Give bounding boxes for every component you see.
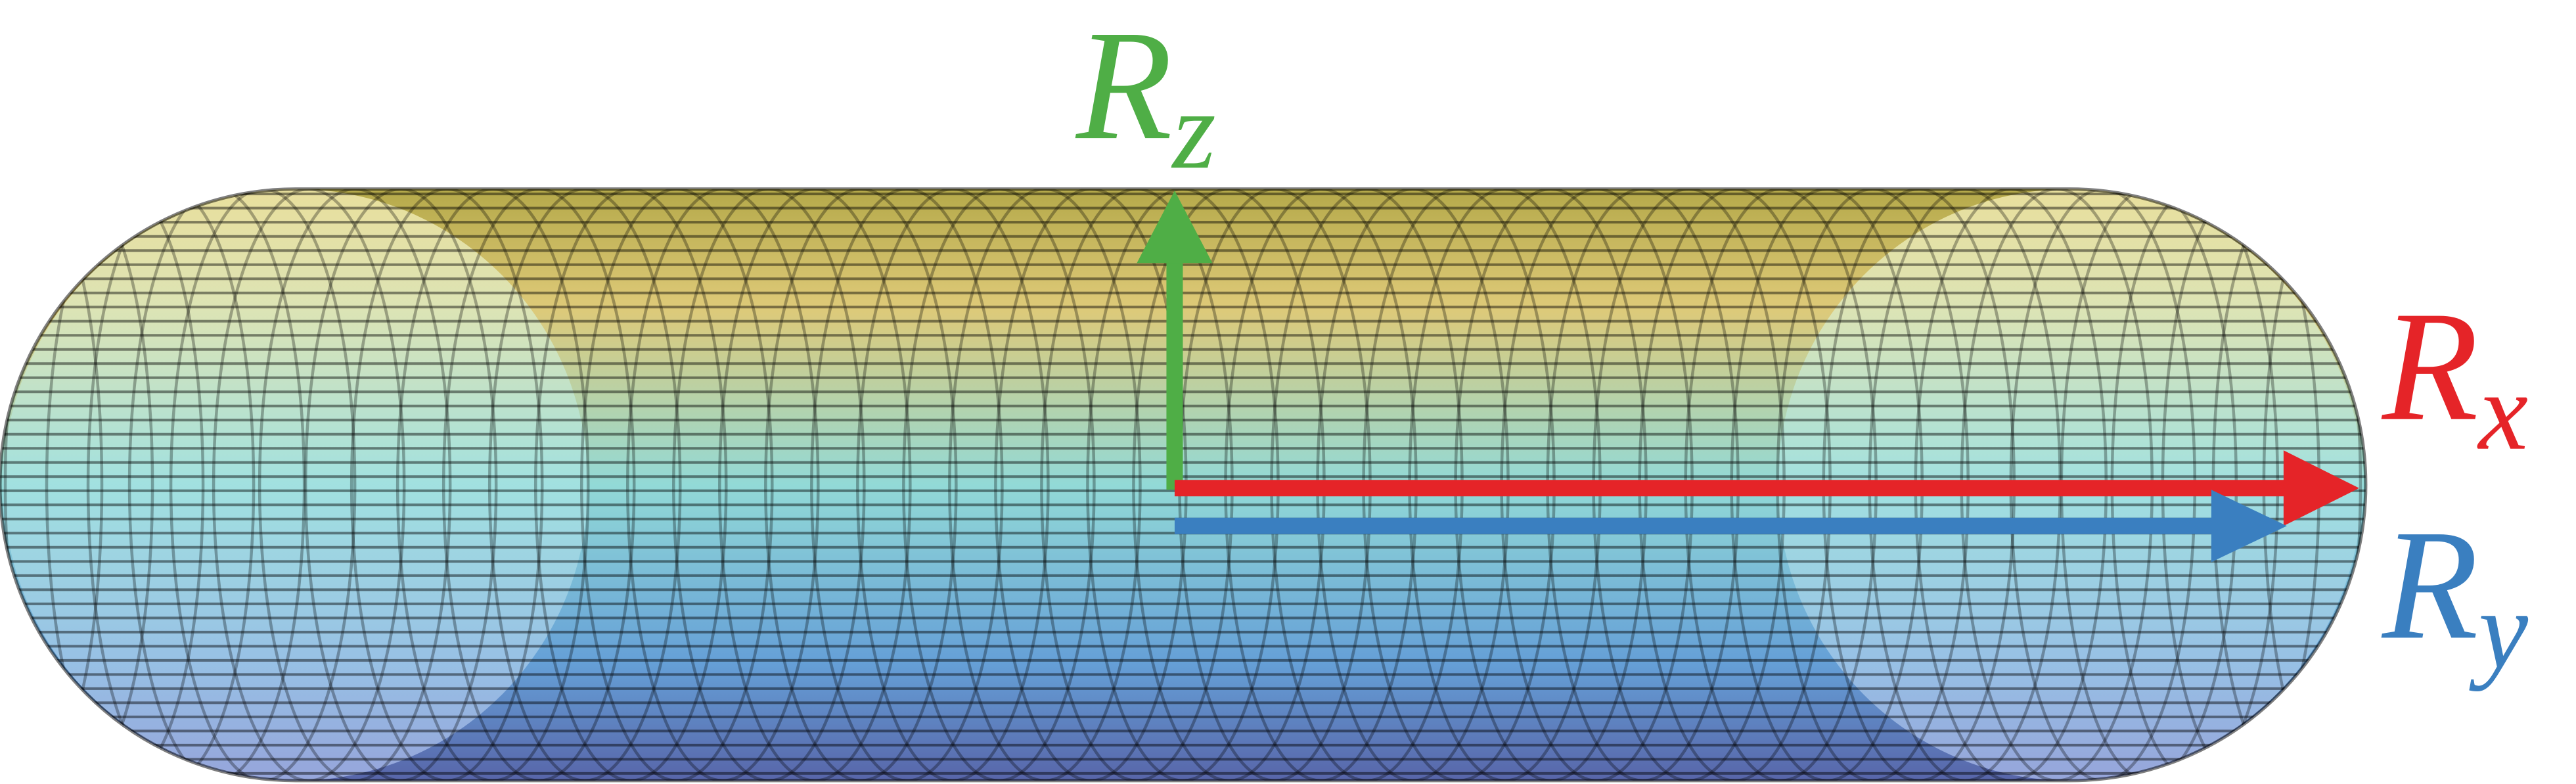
rx-arrow-head xyxy=(2283,450,2359,526)
mesh-ring xyxy=(3,189,154,781)
mesh-ring xyxy=(127,189,306,781)
mesh-ring xyxy=(45,189,205,781)
mesh-ring xyxy=(579,189,774,781)
mesh-ring xyxy=(0,189,104,781)
rx-label: Rx xyxy=(2381,279,2528,473)
mesh-ring xyxy=(350,189,544,781)
tube-outline xyxy=(0,187,2368,783)
ry-arrow-head xyxy=(2211,490,2287,563)
mesh-ring xyxy=(533,189,728,781)
rz-arrow-head xyxy=(1137,191,1213,264)
rx-symbol: R xyxy=(2381,279,2479,453)
ry-label: Ry xyxy=(2381,497,2529,691)
mesh-ring xyxy=(86,189,256,781)
left-opening xyxy=(3,189,589,781)
mesh-ring xyxy=(625,189,820,781)
mesh-ring xyxy=(764,189,958,781)
mesh-ring xyxy=(304,189,498,781)
mesh-ring xyxy=(169,189,357,781)
mesh-ring xyxy=(902,189,1096,781)
mesh-ring xyxy=(441,189,636,781)
mesh-ring xyxy=(948,189,1142,781)
mesh-ring xyxy=(212,189,406,781)
ry-subscript: y xyxy=(2469,567,2529,691)
ry-symbol: R xyxy=(2381,497,2479,672)
rz-symbol: R xyxy=(1075,0,1173,172)
mesh-ring xyxy=(487,189,682,781)
mesh-ring xyxy=(856,189,1050,781)
rz-subscript: z xyxy=(1171,68,1216,192)
mesh-ring xyxy=(718,189,912,781)
mesh-ring xyxy=(395,189,590,781)
mesh-ring xyxy=(258,189,452,781)
mesh-ring xyxy=(672,189,866,781)
rx-subscript: x xyxy=(2477,349,2528,473)
rz-label: Rz xyxy=(1075,0,1216,192)
mesh-ring xyxy=(810,189,1004,781)
